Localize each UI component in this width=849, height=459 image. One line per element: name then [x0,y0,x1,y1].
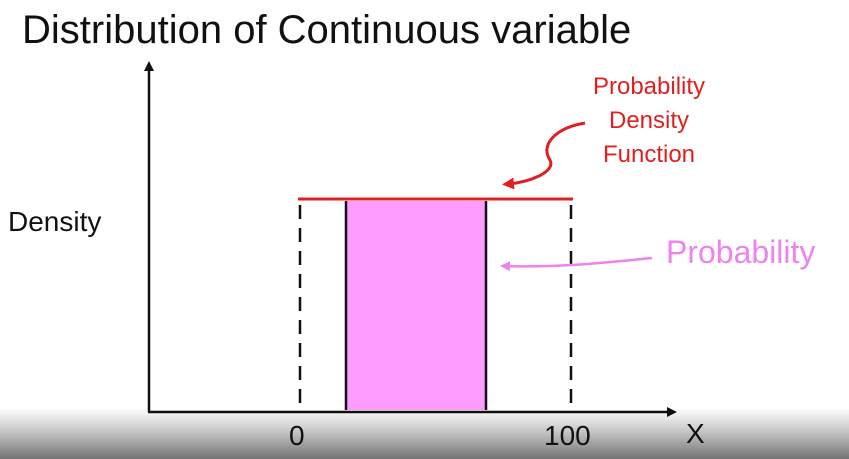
x-tick-100: 100 [544,420,591,451]
pdf-annotation-line2: Density [608,107,690,134]
x-axis-label: X [686,418,705,449]
y-axis-label: Density [8,206,102,237]
pdf-annotation-line3: Function [602,141,696,168]
pdf-annotation: Probability Density Function [566,70,732,172]
pdf-pointer-arrow [502,121,586,190]
probability-area [346,201,486,410]
x-tick-0: 0 [289,420,305,451]
pdf-annotation-line1: Probability [592,73,706,100]
slide-title: Distribution of Continuous variable [22,8,632,52]
probability-annotation: Probability [666,234,816,270]
probability-pointer-arrow [500,256,653,272]
